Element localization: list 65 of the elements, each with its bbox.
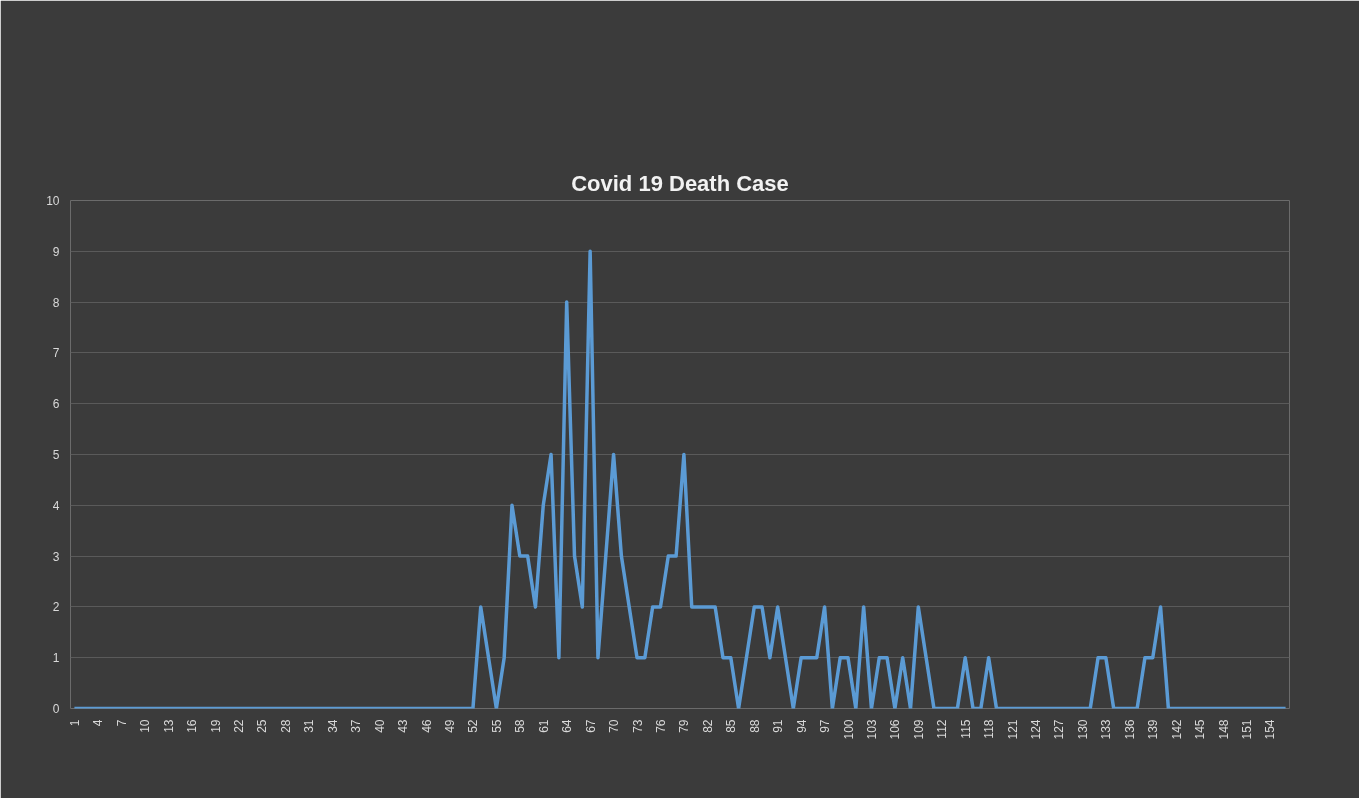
x-tick-label: 25: [255, 719, 270, 733]
x-tick-label: 10: [138, 719, 153, 733]
x-tick-label: 148: [1216, 719, 1231, 740]
y-tick-label: 4: [52, 498, 60, 513]
x-tick-label: 151: [1240, 719, 1255, 740]
x-tick-label: 79: [677, 719, 692, 733]
x-tick-label: 55: [489, 719, 504, 733]
y-tick-label: 3: [52, 549, 60, 564]
x-tick-label: 115: [958, 719, 973, 739]
x-tick-label: 40: [372, 719, 387, 733]
x-tick-label: 64: [560, 719, 575, 733]
x-tick-label: 4: [91, 719, 106, 727]
x-tick-label: 7: [114, 719, 129, 727]
x-tick-label: 109: [911, 719, 926, 740]
x-tick-label: 112: [935, 719, 950, 739]
x-tick-label: 49: [442, 719, 457, 733]
x-tick-label: 94: [794, 719, 809, 733]
x-tick-label: 145: [1193, 719, 1208, 740]
x-tick-label: 34: [325, 719, 340, 733]
x-tick-label: 61: [536, 719, 551, 733]
x-tick-label: 85: [724, 719, 739, 733]
x-tick-label: 136: [1122, 719, 1137, 740]
x-tick-label: 43: [396, 719, 411, 733]
x-tick-label: 37: [349, 719, 364, 733]
chart-title: Covid 19 Death Case: [571, 170, 789, 196]
x-tick-label: 82: [700, 719, 715, 733]
y-tick-label: 6: [52, 397, 60, 412]
x-tick-label: 121: [1005, 719, 1020, 740]
y-tick-label: 9: [52, 244, 60, 259]
x-tick-label: 13: [161, 719, 176, 733]
x-tick-label: 127: [1052, 719, 1067, 740]
x-tick-label: 19: [208, 719, 223, 733]
x-tick-label: 88: [747, 719, 762, 733]
x-tick-label: 22: [232, 719, 246, 733]
x-tick-label: 91: [771, 719, 786, 733]
x-tick-label: 46: [419, 719, 434, 733]
x-tick-label: 28: [278, 719, 293, 733]
y-tick-label: 8: [52, 295, 60, 310]
x-tick-label: 142: [1169, 719, 1184, 740]
x-tick-label: 124: [1029, 719, 1044, 740]
y-tick-label: 2: [52, 600, 60, 615]
x-tick-label: 76: [653, 719, 668, 733]
x-tick-label: 58: [513, 719, 528, 733]
y-tick-label: 10: [46, 194, 60, 208]
x-tick-label: 103: [864, 719, 879, 740]
x-tick-label: 16: [185, 719, 200, 733]
x-tick-label: 31: [302, 719, 317, 733]
y-tick-label: 7: [52, 346, 60, 361]
y-tick-label: 5: [52, 448, 60, 462]
x-tick-label: 133: [1099, 719, 1114, 740]
x-tick-label: 52: [466, 719, 481, 733]
x-tick-label: 130: [1075, 719, 1090, 740]
x-tick-label: 70: [607, 719, 622, 733]
line-series: [72, 249, 1288, 709]
x-tick-label: 67: [583, 719, 598, 733]
y-tick-label: 1: [52, 651, 60, 666]
x-tick-label: 73: [630, 719, 645, 733]
x-tick-label: 106: [888, 719, 903, 740]
x-tick-label: 100: [841, 719, 856, 740]
x-tick-label: 118: [982, 719, 997, 739]
x-tick-label: 1: [67, 719, 82, 727]
y-tick-label: 0: [52, 702, 60, 716]
x-tick-label: 97: [818, 719, 833, 733]
x-tick-label: 139: [1146, 719, 1161, 740]
x-tick-label: 154: [1263, 719, 1278, 740]
